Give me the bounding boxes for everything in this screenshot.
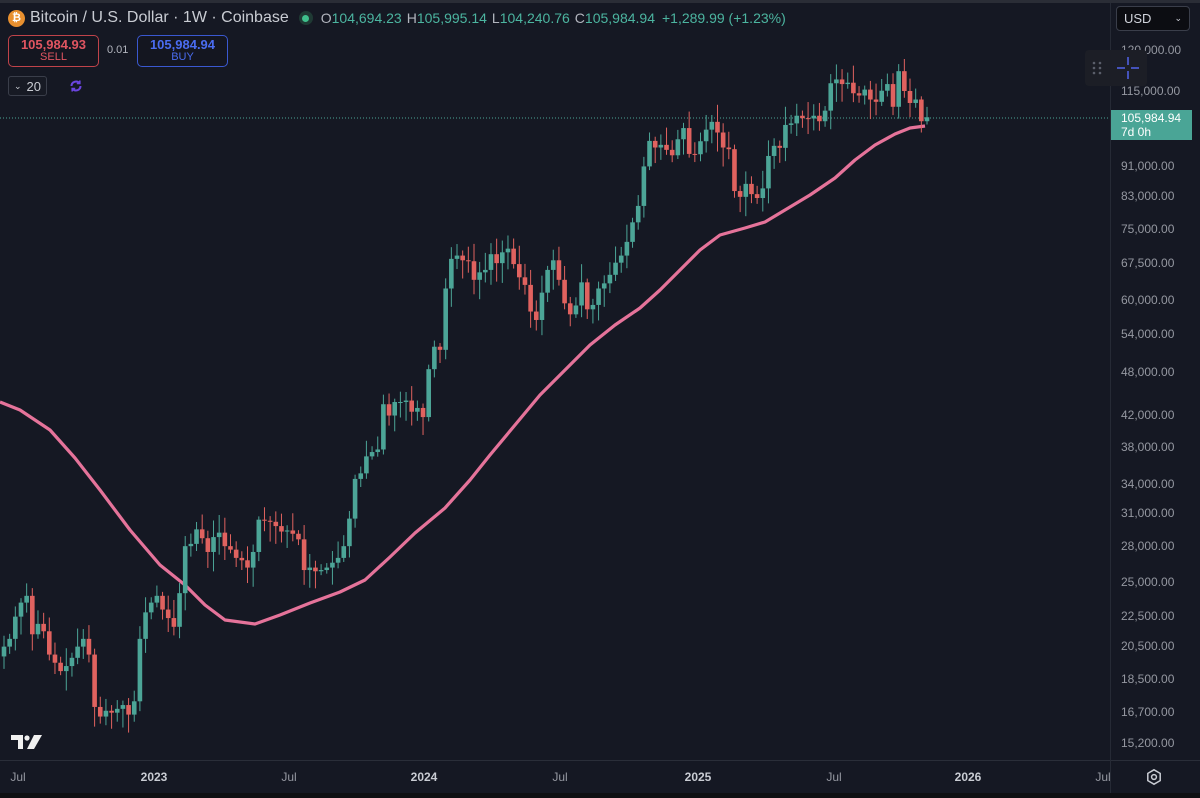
- ohlc-open-value: 104,694.23: [331, 10, 402, 26]
- spread-value: 0.01: [107, 44, 129, 56]
- time-tick: 2026: [954, 770, 982, 784]
- settings-gear-icon[interactable]: [1145, 768, 1163, 786]
- candles: [1, 59, 930, 733]
- price-tick: 38,000.00: [1121, 440, 1175, 454]
- tradingview-logo-icon[interactable]: [10, 733, 44, 751]
- price-tick: 15,200.00: [1121, 736, 1175, 750]
- price-tick: 20,500.00: [1121, 639, 1175, 653]
- sell-price: 105,984.93: [20, 37, 87, 52]
- bar-countdown: 7d 0h: [1121, 125, 1152, 139]
- price-tick: 34,000.00: [1121, 477, 1175, 491]
- price-tick: 67,500.00: [1121, 256, 1175, 270]
- time-tick: Jul: [10, 770, 26, 784]
- time-tick: 2025: [684, 770, 712, 784]
- axis-separator: [1110, 760, 1111, 793]
- time-tick: Jul: [1095, 770, 1111, 784]
- time-axis[interactable]: [0, 760, 1200, 794]
- crosshair-icon: [1117, 57, 1139, 79]
- ohlc-high-value: 105,995.14: [416, 10, 487, 26]
- buy-button[interactable]: 105,984.94 BUY: [137, 35, 228, 67]
- price-tick: 54,000.00: [1121, 327, 1175, 341]
- bitcoin-icon: ₿: [8, 9, 25, 27]
- price-tick: 48,000.00: [1121, 365, 1175, 379]
- time-tick: 2023: [140, 770, 168, 784]
- market-open-status-icon: [298, 11, 313, 25]
- price-tick: 42,000.00: [1121, 408, 1175, 422]
- chart-pane[interactable]: [0, 3, 1110, 760]
- moving-average-line: [0, 124, 926, 626]
- ohlc-open-key: O: [320, 10, 332, 26]
- price-tick: 83,000.00: [1121, 189, 1175, 203]
- price-tick: 75,000.00: [1121, 222, 1175, 236]
- price-tick: 25,000.00: [1121, 575, 1175, 589]
- price-tick: 16,700.00: [1121, 705, 1175, 719]
- price-change: +1,289.99 (+1.23%): [662, 10, 786, 26]
- price-tick: 18,500.00: [1121, 672, 1175, 686]
- ohlc-high-key: H: [406, 10, 417, 26]
- indicator-length-toggle[interactable]: ⌄ 20: [8, 76, 48, 96]
- ohlc-low-key: L: [491, 10, 500, 26]
- symbol-title[interactable]: Bitcoin / U.S. Dollar · 1W · Coinbase: [30, 9, 289, 26]
- price-tick: 91,000.00: [1121, 159, 1175, 173]
- chevron-down-icon: ⌄: [14, 80, 22, 91]
- symbol-legend: ₿ Bitcoin / U.S. Dollar · 1W · Coinbase …: [8, 9, 786, 27]
- price-tick: 28,000.00: [1121, 539, 1175, 553]
- price-tick: 60,000.00: [1121, 293, 1175, 307]
- sell-label: SELL: [40, 51, 67, 63]
- drag-handle-icon: [1092, 61, 1102, 75]
- price-tick: 22,500.00: [1121, 609, 1175, 623]
- window-bottom-edge: [0, 793, 1200, 798]
- time-tick: Jul: [281, 770, 297, 784]
- crosshair-drag-widget[interactable]: [1085, 50, 1147, 86]
- buy-label: BUY: [171, 51, 194, 63]
- ohlc-low-value: 104,240.76: [499, 10, 570, 26]
- indicator-length: 20: [26, 78, 42, 94]
- time-tick: Jul: [826, 770, 842, 784]
- currency-select[interactable]: USD ⌄: [1116, 6, 1190, 31]
- ohlc-close-key: C: [574, 10, 585, 26]
- last-price-value: 105,984.94: [1121, 111, 1182, 125]
- chevron-down-icon: ⌄: [1174, 13, 1182, 23]
- window-top-edge: [0, 0, 1200, 3]
- buy-price: 105,984.94: [149, 37, 216, 52]
- price-tick: 31,000.00: [1121, 506, 1175, 520]
- currency-value: USD: [1124, 11, 1152, 26]
- last-price-label: 105,984.94 7d 0h: [1111, 110, 1192, 140]
- ohlc-close-value: 105,984.94: [584, 10, 655, 26]
- time-tick: Jul: [552, 770, 568, 784]
- candlestick-plot[interactable]: [0, 3, 1110, 760]
- sell-button[interactable]: 105,984.93 SELL: [8, 35, 99, 67]
- time-tick: 2024: [410, 770, 438, 784]
- sync-icon[interactable]: [69, 79, 83, 93]
- price-tick: 115,000.00: [1121, 84, 1181, 98]
- indicator-row: ⌄ 20: [8, 76, 83, 96]
